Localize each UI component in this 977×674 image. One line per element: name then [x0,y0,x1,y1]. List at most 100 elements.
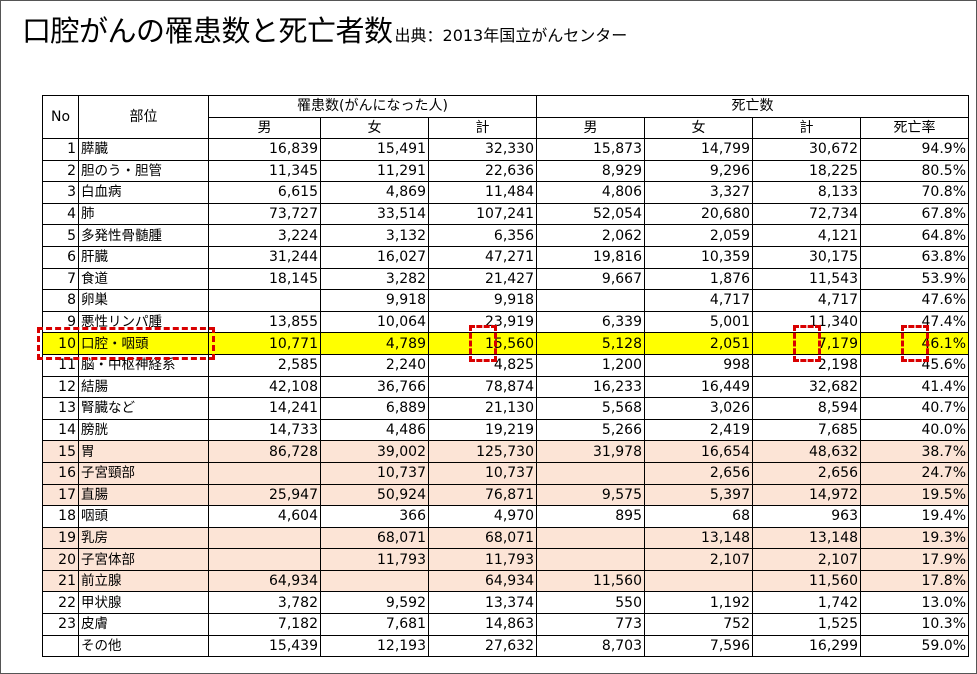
cell-incidence-total: 10,737 [428,461,537,485]
cell-site: その他 [78,634,209,658]
cell-mortality-rate: 80.5% [860,159,969,183]
cell-no: 13 [42,397,79,420]
cell-deaths-male: 16,233 [536,375,645,399]
cell-deaths-male: 5,128 [536,332,645,355]
cell-deaths-male: 6,339 [536,310,645,334]
cell-deaths-total: 2,656 [752,461,861,485]
cell-incidence-male: 10,771 [208,332,321,355]
cell-deaths-female: 5,001 [644,310,753,334]
cell-incidence-male: 73,727 [208,202,321,226]
cell-deaths-total: 1,525 [752,613,861,636]
cell-incidence-female: 11,291 [320,159,429,183]
cell-incidence-total: 23,919 [428,310,537,334]
cell-mortality-rate: 53.9% [860,267,969,291]
cancer-statistics-table: No 部位 罹患数(がんになった人) 死亡数 男 女 計 男 女 計 死亡率 1… [42,95,969,658]
cell-site: 膵臓 [78,138,209,161]
cell-deaths-male: 9,575 [536,483,645,507]
cell-incidence-male: 15,439 [208,634,321,658]
cell-mortality-rate: 19.4% [860,505,969,528]
table-row: 1 膵臓 16,839 15,491 32,330 15,873 14,799 30,672 9… [42,138,969,161]
header-site: 部位 [78,95,209,139]
cell-incidence-total: 76,871 [428,483,537,507]
cell-deaths-total: 16,299 [752,634,861,658]
cell-incidence-total: 19,219 [428,418,537,442]
cell-incidence-female: 10,737 [320,461,429,485]
cell-no [42,634,79,658]
cell-incidence-female: 3,282 [320,267,429,291]
cell-site: 多発性骨髄腫 [78,224,209,247]
cell-incidence-male: 18,145 [208,267,321,291]
cell-no: 17 [42,483,79,507]
cell-mortality-rate: 46.1% [860,332,969,355]
cell-incidence-male: 2,585 [208,353,321,377]
cell-mortality-rate: 63.8% [860,245,969,269]
cell-mortality-rate: 40.0% [860,418,969,442]
cell-incidence-female: 366 [320,505,429,528]
cell-deaths-total: 4,717 [752,289,861,312]
cell-incidence-male: 86,728 [208,440,321,463]
table-row: 3 白血病 6,615 4,869 11,484 4,806 3,327 8,133 70.8% [42,181,969,204]
cell-incidence-female: 2,240 [320,353,429,377]
cell-no: 7 [42,267,79,291]
table-row: 11 脳・中枢神経系 2,585 2,240 4,825 1,200 998 2,198 45.… [42,353,969,377]
cell-deaths-female: 4,717 [644,289,753,312]
cell-incidence-total: 11,793 [428,548,537,571]
cell-incidence-total: 4,825 [428,353,537,377]
cell-incidence-male [208,526,321,550]
cell-no: 3 [42,181,79,204]
cell-site: 子宮頸部 [78,461,209,485]
cell-mortality-rate: 38.7% [860,440,969,463]
cell-no: 11 [42,353,79,377]
cell-deaths-total: 8,594 [752,397,861,420]
cell-incidence-male: 6,615 [208,181,321,204]
cell-site: 甲状腺 [78,591,209,615]
header-deaths: 死亡数 [536,95,969,118]
cell-deaths-total: 2,107 [752,548,861,571]
header-no: No [42,95,79,139]
cell-deaths-male: 31,978 [536,440,645,463]
cell-mortality-rate: 10.3% [860,613,969,636]
cell-incidence-female: 16,027 [320,245,429,269]
cell-incidence-total: 64,934 [428,569,537,593]
cell-deaths-male [536,548,645,571]
cell-deaths-male: 19,816 [536,245,645,269]
cell-deaths-female: 3,327 [644,181,753,204]
cell-incidence-male: 7,182 [208,613,321,636]
table-row: 6 肝臓 31,244 16,027 47,271 19,816 10,359 30,175 6… [42,245,969,269]
cell-incidence-male: 3,782 [208,591,321,615]
cell-site: 口腔・咽頭 [78,332,209,355]
cell-no: 15 [42,440,79,463]
cell-deaths-female: 752 [644,613,753,636]
cell-site: 膀胱 [78,418,209,442]
cell-deaths-female: 14,799 [644,138,753,161]
cell-deaths-female: 2,656 [644,461,753,485]
cell-site: 脳・中枢神経系 [78,353,209,377]
cell-incidence-total: 68,071 [428,526,537,550]
header-incidence-total: 計 [428,116,537,139]
cell-site: 結腸 [78,375,209,399]
cell-site: 卵巣 [78,289,209,312]
cell-deaths-total: 72,734 [752,202,861,226]
cell-incidence-female: 11,793 [320,548,429,571]
header-incidence: 罹患数(がんになった人) [208,95,537,118]
cell-mortality-rate: 40.7% [860,397,969,420]
cell-incidence-female: 4,486 [320,418,429,442]
cell-deaths-total: 32,682 [752,375,861,399]
cell-incidence-female: 3,132 [320,224,429,247]
cell-deaths-total: 14,972 [752,483,861,507]
table-row: 18 咽頭 4,604 366 4,970 895 68 963 19.4% [42,505,969,528]
cell-incidence-male [208,289,321,312]
cell-incidence-female: 9,592 [320,591,429,615]
cell-deaths-female: 1,876 [644,267,753,291]
cell-no: 18 [42,505,79,528]
cell-incidence-total: 27,632 [428,634,537,658]
cell-deaths-total: 13,148 [752,526,861,550]
cell-incidence-total: 32,330 [428,138,537,161]
cell-incidence-male [208,461,321,485]
table-row: 21 前立腺 64,934 64,934 11,560 11,560 17.8% [42,569,969,593]
cell-deaths-male: 11,560 [536,569,645,593]
cell-deaths-total: 18,225 [752,159,861,183]
cell-mortality-rate: 17.9% [860,548,969,571]
cell-no: 10 [42,332,79,355]
cell-incidence-total: 21,427 [428,267,537,291]
